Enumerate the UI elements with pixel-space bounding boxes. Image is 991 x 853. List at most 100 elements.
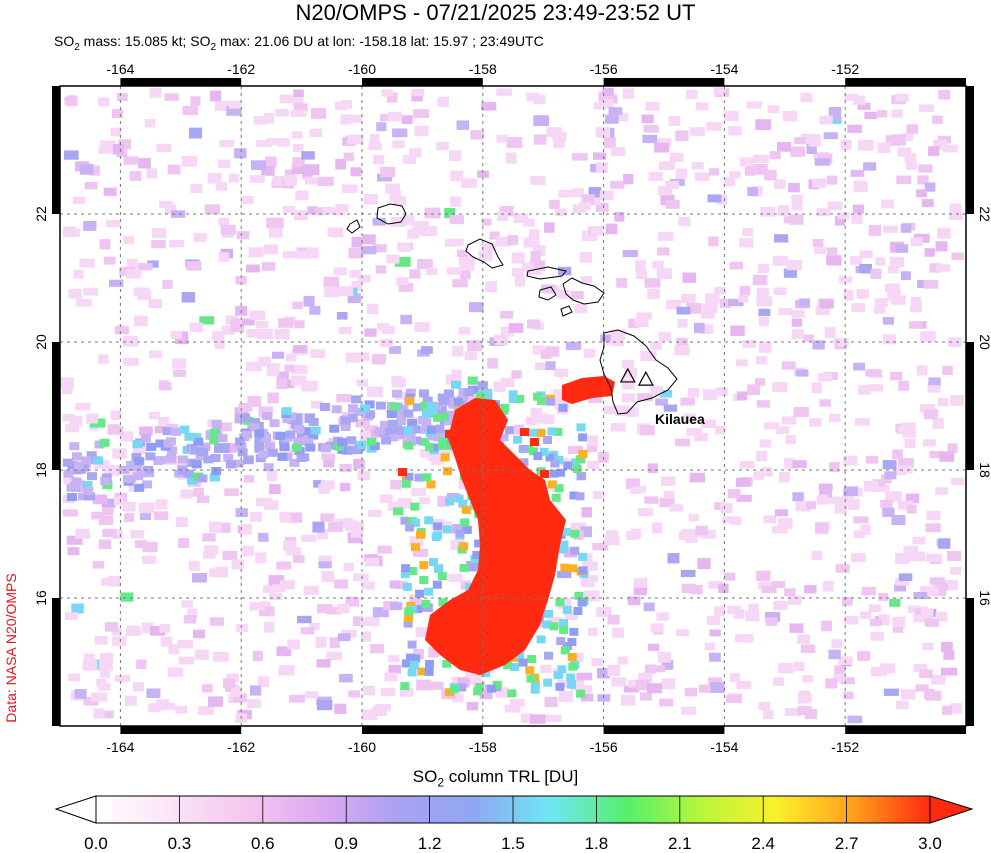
so2-pixel: [303, 585, 320, 595]
volcano-label-kilauea: Kilauea: [655, 411, 705, 427]
so2-pixel: [595, 127, 611, 138]
so2-pixel: [748, 603, 759, 611]
so2-pixel: [553, 139, 565, 148]
so2-pixel: [72, 196, 85, 205]
so2-pixel: [774, 509, 788, 517]
so2-pixel: [536, 397, 546, 405]
so2-pixel: [365, 557, 380, 567]
so2-pixel: [408, 567, 418, 575]
so2-pixel: [316, 659, 331, 668]
so2-pixel: [462, 525, 472, 534]
so2-pixel: [693, 432, 708, 442]
so2-pixel: [290, 109, 307, 117]
lon-label-top: -164: [106, 61, 134, 77]
so2-pixel: [858, 385, 871, 395]
so2-pixel: [263, 463, 274, 472]
so2-pixel: [292, 164, 308, 175]
so2-pixel: [83, 653, 95, 664]
so2-pixel: [644, 278, 661, 288]
so2-pixel: [151, 240, 166, 249]
so2-pixel: [390, 602, 403, 611]
so2-pixel: [610, 423, 626, 432]
so2-pixel: [680, 569, 696, 578]
so2-pixel: [71, 452, 82, 461]
so2-pixel: [246, 264, 260, 273]
so2-pixel: [588, 187, 602, 198]
so2-pixel: [895, 577, 910, 586]
so2-pixel: [650, 385, 663, 396]
so2-pixel: [353, 573, 369, 581]
so2-pixel: [137, 263, 153, 271]
so2-pixel: [86, 451, 97, 460]
so2-pixel: [577, 598, 587, 607]
so2-pixel: [701, 419, 717, 429]
so2-pixel: [405, 388, 416, 397]
so2-pixel: [847, 124, 862, 133]
so2-pixel: [793, 407, 809, 417]
so2-pixel: [544, 609, 553, 618]
so2-pixel: [293, 143, 304, 152]
so2-pixel: [190, 446, 201, 455]
so2-pixel: [226, 106, 242, 116]
so2-pixel: [291, 375, 307, 386]
so2-pixel: [118, 139, 131, 150]
so2-pixel: [681, 583, 696, 594]
so2-pixel: [400, 516, 410, 525]
so2-pixel: [611, 336, 624, 347]
so2-pixel: [181, 155, 197, 167]
so2-pixel: [379, 421, 390, 429]
so2-pixel: [458, 499, 468, 508]
so2-pixel: [347, 445, 358, 454]
so2-pixel: [634, 485, 647, 493]
so2-pixel: [497, 211, 509, 221]
so2-pixel: [470, 555, 480, 564]
so2-pixel: [924, 618, 940, 627]
so2-pixel: [843, 486, 858, 497]
so2-pixel: [826, 247, 838, 256]
so2-pixel: [123, 156, 138, 165]
so2-pixel: [808, 136, 821, 147]
so2-pixel: [714, 502, 725, 510]
so2-pixel: [186, 261, 202, 271]
so2-pixel: [112, 529, 123, 540]
so2-pixel: [783, 268, 797, 278]
so2-pixel: [200, 442, 211, 451]
so2-pixel: [546, 397, 555, 406]
so2-pixel: [100, 652, 114, 664]
so2-pixel: [898, 500, 914, 510]
lon-label-top: -158: [469, 61, 497, 77]
so2-pixel: [396, 409, 407, 418]
so2-pixel: [416, 530, 425, 539]
so2-pixel: [610, 180, 625, 189]
so2-pixel: [877, 142, 891, 153]
so2-pixel: [269, 419, 280, 428]
so2-pixel: [372, 155, 385, 165]
so2-pixel: [375, 401, 386, 410]
so2-pixel: [310, 400, 324, 409]
so2-pixel: [233, 459, 244, 468]
so2-pixel: [422, 410, 431, 418]
so2-pixel: [772, 677, 785, 686]
so2-pixel: [657, 186, 673, 196]
so2-pixel: [762, 467, 773, 477]
so2-pixel: [773, 287, 787, 295]
so2-pixel: [426, 480, 436, 489]
so2-pixel: [335, 158, 346, 170]
so2-pixel: [915, 684, 929, 692]
so2-pixel: [99, 239, 111, 250]
so2-pixel: [540, 350, 552, 359]
so2-pixel: [282, 379, 295, 389]
so2-pixel: [597, 668, 610, 679]
so2-pixel: [907, 605, 920, 613]
so2-pixel: [204, 545, 219, 555]
so2-pixel: [191, 460, 202, 469]
so2-pixel: [459, 563, 469, 572]
so2-pixel: [385, 183, 400, 194]
so2-pixel: [869, 618, 882, 627]
so2-pixel: [411, 488, 426, 496]
so2-pixel: [177, 640, 193, 649]
so2-pixel: [149, 88, 162, 98]
so2-pixel: [530, 714, 546, 724]
so2-pixel: [519, 458, 529, 467]
so2-pixel: [745, 610, 760, 622]
